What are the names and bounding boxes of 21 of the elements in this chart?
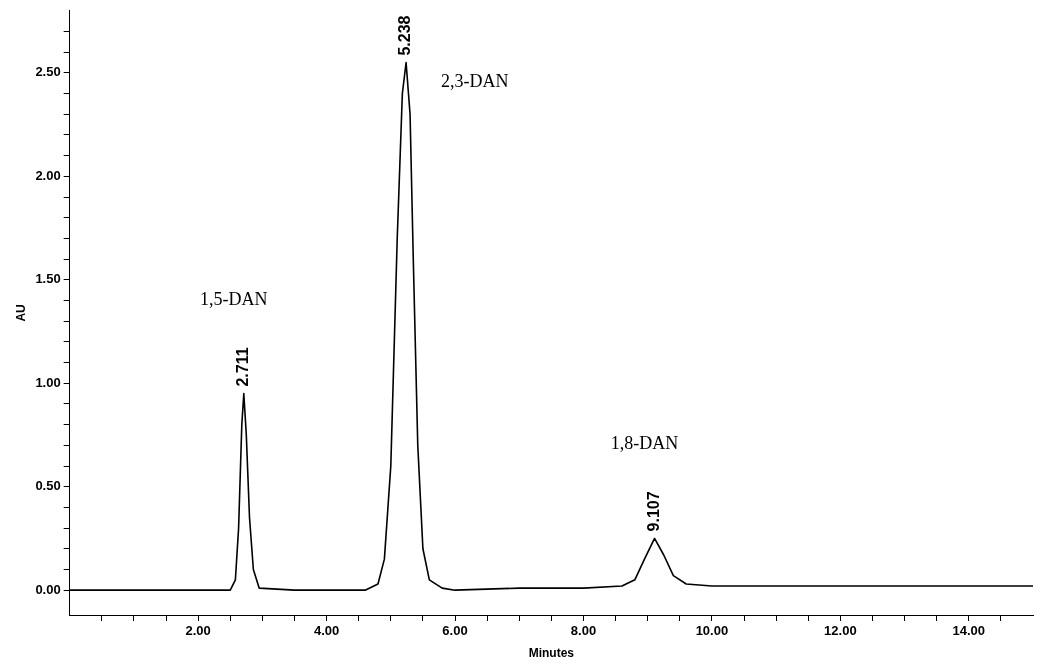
annotation: 5.238 [396, 15, 414, 56]
x-axis-title: Minutes [528, 646, 575, 661]
y-axis-title: AU [13, 304, 28, 322]
x-tick-label: 8.00 [570, 623, 597, 639]
y-tick-label: 1.50 [35, 271, 61, 287]
x-tick-label: 14.00 [952, 623, 986, 639]
y-tick-label: 0.50 [35, 478, 61, 494]
y-tick-label: 1.00 [35, 374, 61, 390]
y-tick-label: 0.00 [35, 581, 61, 597]
x-tick-label: 12.00 [824, 623, 857, 639]
x-tick-label: 4.00 [313, 623, 340, 639]
annotation: 9.107 [644, 491, 662, 532]
x-tick-label: 6.00 [442, 623, 468, 639]
x-tick-label: 10.00 [695, 623, 729, 639]
annotation: 1,8-DAN [610, 432, 679, 453]
annotation: 2,3-DAN [441, 71, 509, 92]
annotation: 2.711 [234, 347, 252, 387]
annotation: 1,5-DAN [200, 288, 268, 309]
y-tick-label: 2.00 [35, 167, 61, 183]
x-tick-label: 2.00 [185, 623, 211, 639]
y-tick-label: 2.50 [35, 64, 61, 80]
